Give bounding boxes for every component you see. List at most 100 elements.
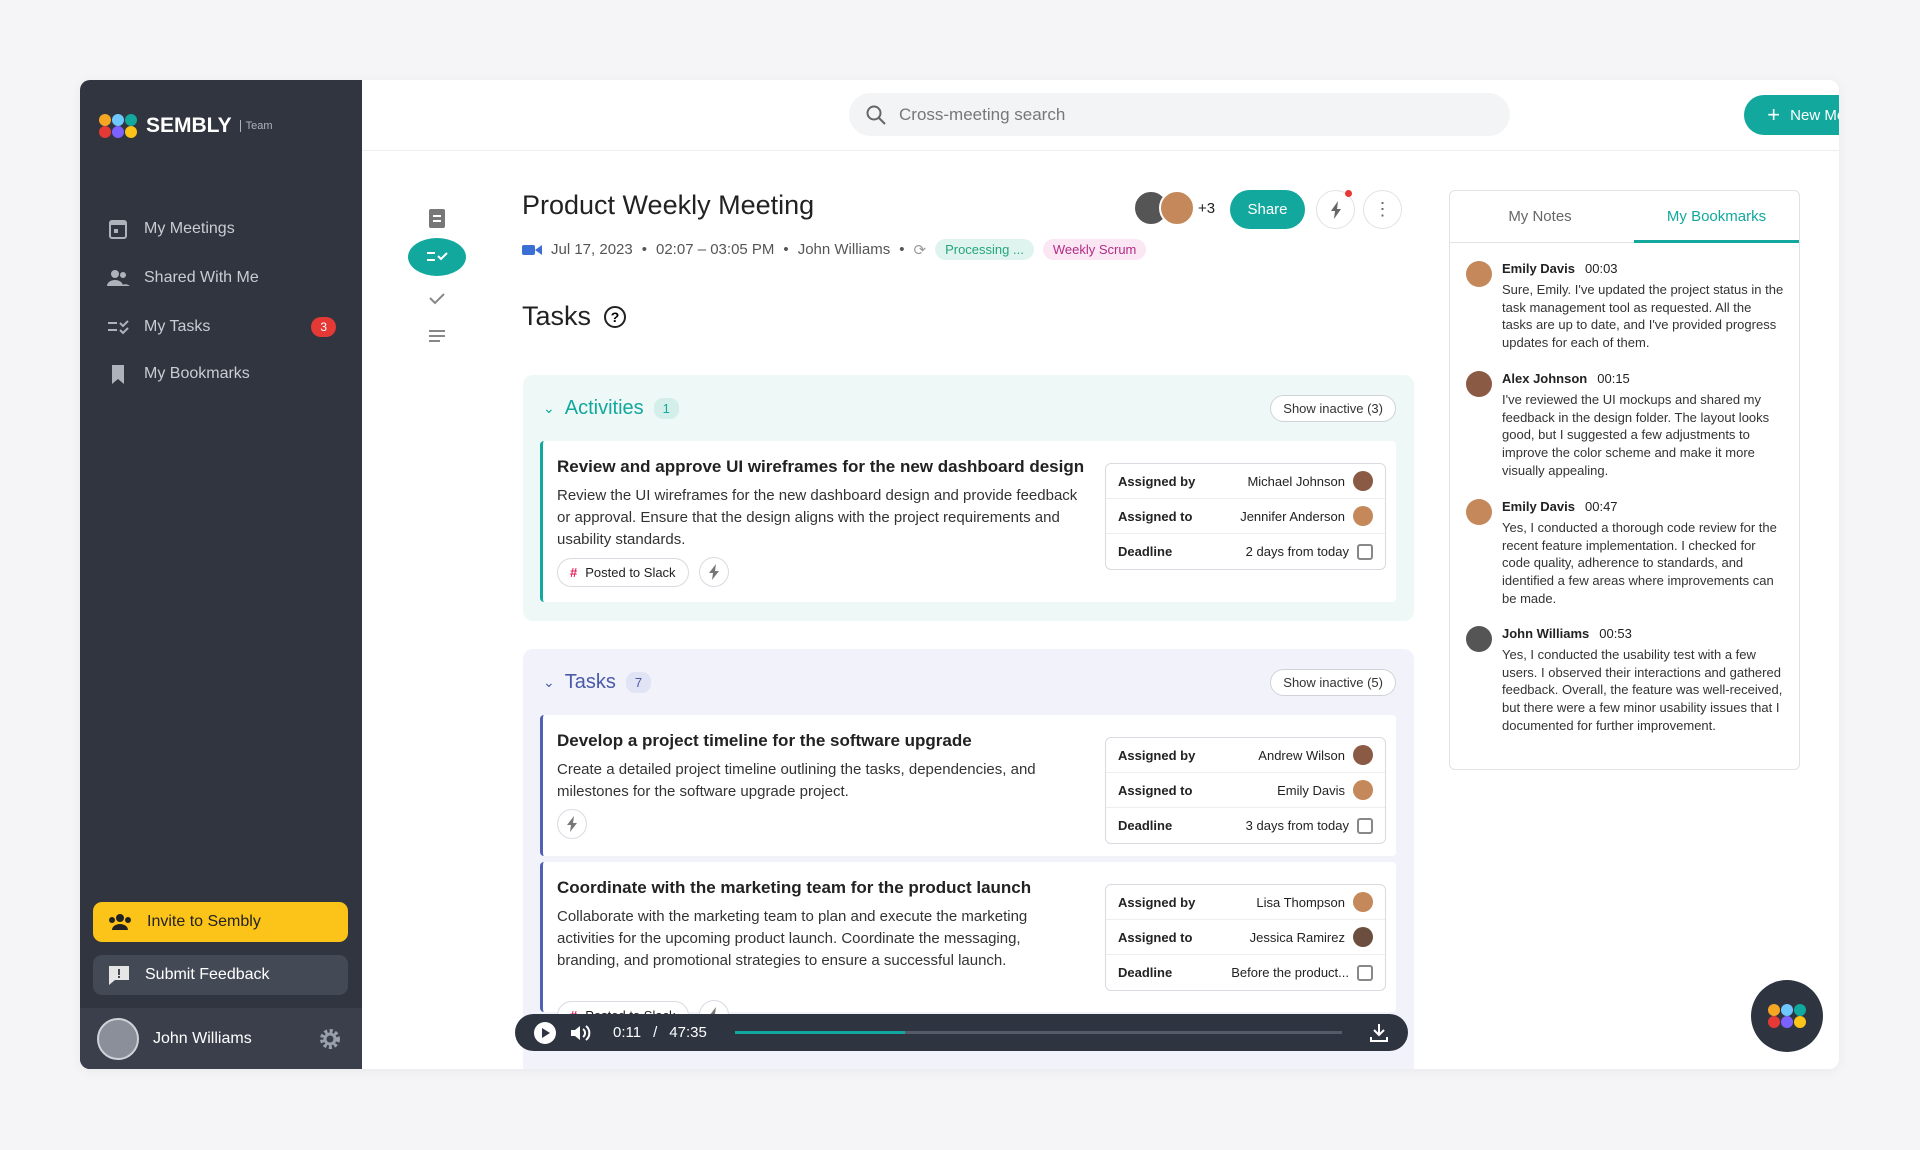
detail-row: Assigned to Emily Davis <box>1106 773 1385 808</box>
bookmark-text: Yes, I conducted the usability test with… <box>1502 647 1783 733</box>
assistant-button[interactable] <box>1751 980 1823 1052</box>
detail-value: Andrew Wilson <box>1258 747 1345 763</box>
group-title: Tasks <box>564 671 616 693</box>
tasks-heading: Tasks <box>522 301 592 331</box>
tab[interactable]: My Bookmarks <box>1634 191 1799 243</box>
nav-item[interactable]: My Tasks 3 <box>106 309 336 345</box>
task-card: Coordinate with the marketing team for t… <box>540 862 1396 1030</box>
nav-badge: 3 <box>311 317 336 337</box>
nav-label: My Bookmarks <box>144 365 250 382</box>
nav-item[interactable]: My Meetings <box>106 211 336 247</box>
invite-label: Invite to Sembly <box>147 913 261 930</box>
participant-avatar <box>1159 190 1195 226</box>
speaker-name: Alex Johnson <box>1502 371 1588 386</box>
volume-button[interactable] <box>569 1023 593 1043</box>
logo: SEMBLY Team <box>98 113 273 139</box>
detail-avatar <box>1353 471 1373 491</box>
speaker-name: Emily Davis <box>1502 499 1575 514</box>
nav-icon <box>107 270 130 286</box>
share-button[interactable]: Share <box>1230 190 1305 229</box>
task-title: Review and approve UI wireframes for the… <box>557 457 1085 476</box>
detail-row: Assigned by Andrew Wilson <box>1106 738 1385 773</box>
detail-avatar <box>1353 927 1373 947</box>
dot: • <box>641 241 647 258</box>
detail-label: Deadline <box>1118 965 1173 980</box>
detail-row: Assigned by Lisa Thompson <box>1106 885 1385 920</box>
bookmark-header: Emily Davis 00:03 <box>1502 261 1618 276</box>
notes-panel: My Notes My Bookmarks Emily Davis 00:03 Su… <box>1449 190 1800 770</box>
detail-label: Assigned to <box>1118 508 1193 524</box>
group-header[interactable]: ⌄ Tasks 7 <box>543 671 652 694</box>
search-placeholder: Cross-meeting search <box>899 104 1066 124</box>
settings-icon[interactable] <box>318 1027 342 1051</box>
detail-label: Deadline <box>1118 818 1173 833</box>
progress-track[interactable] <box>734 1031 1342 1034</box>
icon <box>109 914 131 930</box>
detail-label: Assigned by <box>1118 473 1196 489</box>
invite-button[interactable]: Invite to Sembly <box>93 902 348 942</box>
bookmark-avatar <box>1466 371 1492 397</box>
feedback-button[interactable]: Submit Feedback <box>93 955 348 995</box>
detail-row: Assigned by Michael Johnson <box>1106 464 1385 499</box>
nav-item[interactable]: Shared With Me <box>106 260 336 296</box>
detail-value: Lisa Thompson <box>1256 894 1345 910</box>
feedback-label: Submit Feedback <box>145 966 270 983</box>
nav-icon <box>112 365 124 384</box>
play-button[interactable] <box>533 1021 557 1045</box>
show-inactive-button[interactable]: Show inactive (5) <box>1270 669 1396 696</box>
meeting-date: Jul 17, 2023 <box>551 241 633 258</box>
current-time: 0:11 <box>613 1024 642 1041</box>
task-description: Review the UI wireframes for the new das… <box>557 487 1078 548</box>
show-inactive-button[interactable]: Show inactive (3) <box>1270 395 1396 422</box>
detail-row: Assigned to Jennifer Anderson <box>1106 499 1385 534</box>
group-count: 1 <box>653 398 679 419</box>
video-icon <box>522 244 542 255</box>
search-box[interactable]: Cross-meeting search <box>849 93 1510 136</box>
bookmark-time: 00:47 <box>1585 499 1618 514</box>
task-title: Develop a project timeline for the softw… <box>557 731 972 750</box>
detail-row: Deadline 2 days from today <box>1106 534 1385 569</box>
task-card: Review and approve UI wireframes for the… <box>540 441 1396 602</box>
detail-value: 3 days from today <box>1245 818 1349 833</box>
detail-avatar <box>1353 892 1373 912</box>
bookmark-header: John Williams 00:53 <box>1502 626 1632 641</box>
bolt-icon <box>1330 200 1341 219</box>
calendar-icon <box>1357 543 1373 560</box>
nav-item[interactable]: My Bookmarks <box>106 356 336 392</box>
group-header[interactable]: ⌄ Activities 1 <box>543 397 679 420</box>
detail-value: Jessica Ramirez <box>1249 929 1345 945</box>
speaker-name: Emily Davis <box>1502 261 1575 276</box>
nav-label: My Meetings <box>144 220 235 237</box>
tag-pill[interactable]: Weekly Scrum <box>1042 239 1147 260</box>
tasks-header: Tasks ? <box>522 301 627 332</box>
download-button[interactable] <box>1368 1022 1390 1044</box>
bookmark-avatar <box>1466 261 1492 287</box>
meeting-owner: John Williams <box>797 241 891 258</box>
total-time: 47:35 <box>669 1024 707 1041</box>
task-card: Develop a project timeline for the softw… <box>540 715 1396 856</box>
group-title: Activities <box>564 397 644 419</box>
bolt-button[interactable] <box>698 557 729 587</box>
brand: SEMBLY <box>146 114 232 137</box>
nav-icon <box>108 320 129 335</box>
automation-button[interactable] <box>1316 190 1355 229</box>
user-row: John Williams <box>80 1008 362 1069</box>
calendar-icon <box>1357 817 1373 834</box>
bolt-button[interactable] <box>557 809 587 839</box>
help-icon[interactable]: ? <box>603 305 627 329</box>
more-button[interactable]: ⋮ <box>1363 190 1402 229</box>
new-meeting-button[interactable]: + New Meeting <box>1744 95 1839 135</box>
toolbar-icons <box>408 209 466 342</box>
slack-chip[interactable]: # Posted to Slack <box>557 557 689 587</box>
tabs: My Notes My Bookmarks <box>1450 191 1799 243</box>
svg-text:?: ? <box>611 309 620 325</box>
task-actions <box>557 809 587 839</box>
user-name: John Williams <box>153 1029 252 1047</box>
nav-label: Shared With Me <box>144 269 259 286</box>
task-actions: # Posted to Slack <box>557 557 729 587</box>
tab[interactable]: My Notes <box>1508 208 1572 225</box>
detail-value: 2 days from today <box>1245 544 1349 559</box>
group-count: 7 <box>625 672 652 693</box>
calendar-icon <box>1357 964 1373 981</box>
